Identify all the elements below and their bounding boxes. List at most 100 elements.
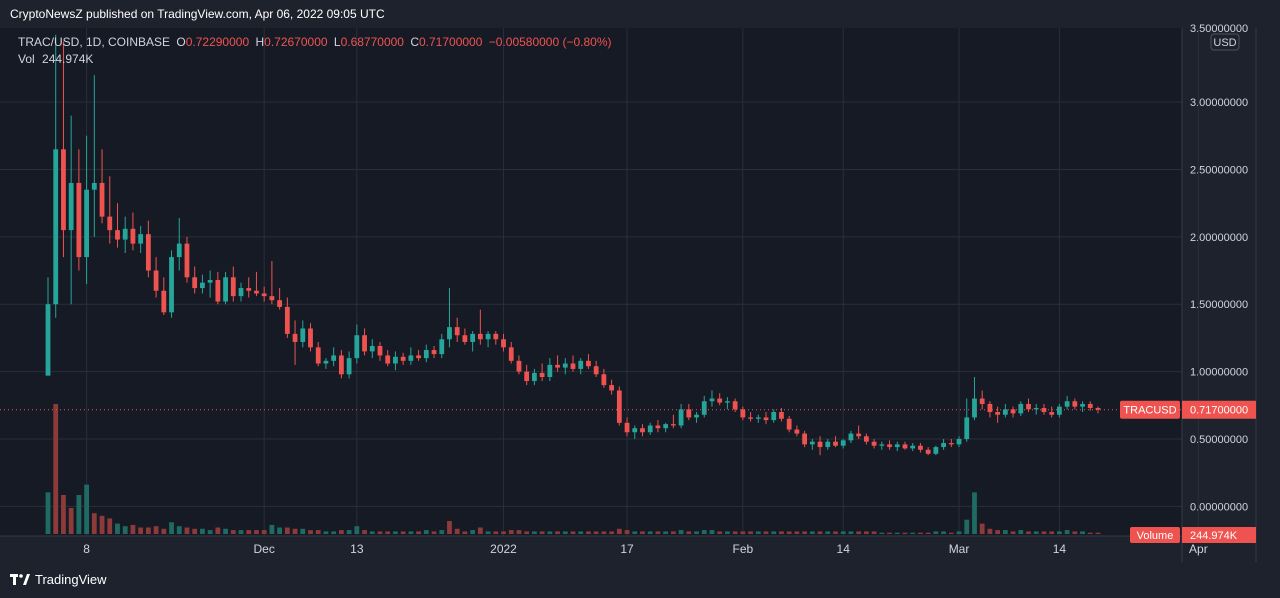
volume-bar <box>416 531 421 534</box>
candle-body <box>107 216 113 231</box>
candle-body <box>84 189 89 258</box>
currency-label[interactable]: USD <box>1213 37 1236 49</box>
candle-body <box>161 290 167 313</box>
volume-bar <box>369 531 375 534</box>
candle-body <box>470 333 476 342</box>
candle-body <box>748 417 753 419</box>
symbol-tag <box>1120 400 1180 419</box>
volume-bar <box>779 531 784 534</box>
volume-bar <box>447 521 452 534</box>
volume-bar <box>284 527 290 534</box>
volume-bar <box>1026 531 1031 534</box>
tradingview-logo-icon <box>10 573 30 585</box>
candle-body <box>562 363 568 368</box>
volume-bar <box>192 528 198 534</box>
volume-bar <box>423 530 429 534</box>
candle-body <box>362 335 367 352</box>
volume-bar <box>956 531 962 534</box>
candle-body <box>153 270 159 291</box>
volume-bar <box>99 515 105 534</box>
volume-bar <box>740 531 746 534</box>
volume-bar <box>1057 531 1062 534</box>
volume-bar <box>107 518 113 534</box>
volume-bar <box>887 532 892 534</box>
candle-body <box>918 445 923 450</box>
volume-bar <box>493 531 499 534</box>
volume-bar <box>995 530 1001 534</box>
volume-bar <box>655 531 661 534</box>
volume-bar <box>725 531 730 534</box>
symbol-label[interactable]: TRAC/USD, 1D, COINBASE <box>18 35 171 49</box>
volume-bar <box>933 531 939 534</box>
volume-bar <box>1087 532 1093 534</box>
volume-bar <box>532 531 537 534</box>
y-tick-label: 2.00000000 <box>1190 232 1248 244</box>
volume-bar <box>346 530 352 534</box>
candle-body <box>1072 401 1078 407</box>
volume-bar <box>292 528 298 534</box>
volume-bar <box>601 531 607 534</box>
volume-bar <box>524 531 530 534</box>
volume-bar <box>1095 532 1101 534</box>
volume-bar <box>609 531 614 534</box>
candle-body <box>586 360 591 367</box>
volume-bar <box>578 531 584 534</box>
candle-body <box>99 182 105 217</box>
candle-body <box>1087 403 1093 408</box>
candle-body <box>207 279 213 283</box>
volume-bar <box>408 531 414 534</box>
candle-body <box>485 333 491 340</box>
volume-bar <box>694 531 699 534</box>
volume-tag <box>1130 527 1180 543</box>
tradingview-logo[interactable]: TradingView <box>10 572 107 587</box>
volume-bar <box>1064 530 1070 534</box>
candle-body <box>740 409 746 418</box>
volume-bar <box>323 531 329 534</box>
candle-body <box>254 290 259 294</box>
x-tick-label: 14 <box>1053 542 1067 556</box>
y-tick-label: 2.50000000 <box>1190 164 1248 176</box>
volume-bar <box>848 531 854 534</box>
x-tick-label: 14 <box>837 542 851 556</box>
y-tick-label: 3.00000000 <box>1190 97 1248 109</box>
candle-body <box>763 417 769 421</box>
x-tick-label: 2022 <box>490 542 517 556</box>
x-tick-label: 13 <box>350 542 364 556</box>
currency-button[interactable] <box>1210 33 1240 51</box>
candle-body <box>1041 407 1047 413</box>
open-value: 0.72290000 <box>185 35 250 49</box>
high-label: H <box>255 35 265 49</box>
volume-bar <box>393 531 398 534</box>
candle-body <box>400 356 406 361</box>
volume-bar <box>470 530 476 534</box>
volume-bar <box>169 522 174 534</box>
candle-body <box>879 444 885 446</box>
candle-body <box>632 428 638 433</box>
candle-body <box>709 398 715 402</box>
price-chart[interactable]: 0.00000000 0.50000000 1.00000000 1.50000000… <box>0 0 1280 564</box>
candle-body <box>972 398 977 418</box>
candle-body <box>717 398 723 403</box>
candle-body <box>948 443 954 445</box>
volume-bar <box>354 526 360 534</box>
volume-tag-label: Volume <box>1137 530 1174 542</box>
volume-bar <box>153 526 159 534</box>
candle-body <box>794 429 800 434</box>
volume-bar <box>138 527 144 534</box>
candle-body <box>454 327 460 336</box>
volume-bar <box>863 531 869 534</box>
candle-body <box>1026 403 1031 410</box>
low-label: L <box>333 35 341 49</box>
candle-body <box>655 425 661 429</box>
close-label: C <box>410 35 419 49</box>
candle-body <box>501 339 506 348</box>
candle-body <box>802 433 808 445</box>
volume-bar <box>145 527 151 534</box>
volume-bar <box>918 532 923 534</box>
volume-bar <box>987 528 993 534</box>
volume-bar <box>377 531 383 534</box>
volume-bar <box>1002 530 1008 534</box>
volume-bar <box>385 531 391 534</box>
close-value: 0.71700000 <box>419 35 483 49</box>
price-tag-label: 0.71700000 <box>1190 405 1248 417</box>
